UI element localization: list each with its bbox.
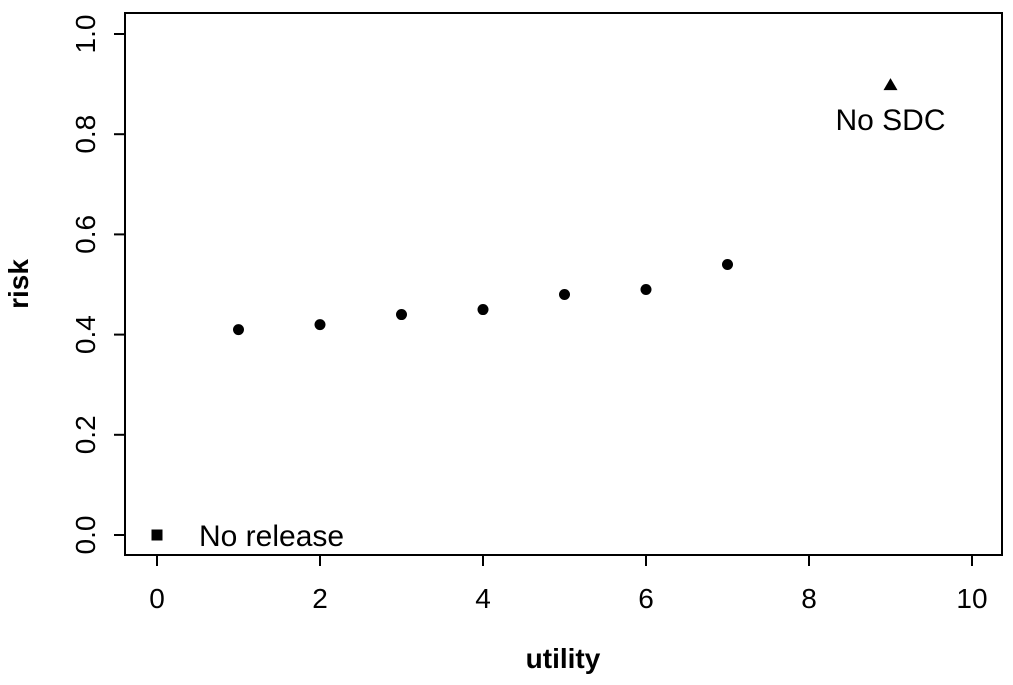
data-point <box>233 324 244 336</box>
data-points <box>151 78 898 541</box>
x-tick-label: 6 <box>638 583 654 614</box>
y-tick-label: 0.4 <box>70 315 101 354</box>
x-axis-label: utility <box>526 643 601 674</box>
x-tick-label: 2 <box>312 583 328 614</box>
data-point <box>559 289 570 301</box>
no-release-point <box>151 529 163 541</box>
annotations: No release No SDC <box>199 104 946 553</box>
data-point <box>396 309 407 321</box>
y-tick-label: 1.0 <box>70 15 101 54</box>
x-tick-label: 10 <box>956 583 987 614</box>
data-point <box>314 319 326 331</box>
data-point <box>477 304 489 316</box>
no-sdc-point <box>883 78 898 91</box>
no-release-label: No release <box>199 520 344 553</box>
y-tick-label: 0.0 <box>70 516 101 555</box>
data-point <box>640 284 652 296</box>
y-tick-label: 0.2 <box>70 415 101 454</box>
x-tick-label: 0 <box>149 583 165 614</box>
x-tick-label: 8 <box>801 583 817 614</box>
no-sdc-label: No SDC <box>835 104 945 137</box>
data-point <box>722 258 733 270</box>
x-axis: 0 2 4 6 8 10 <box>149 554 988 614</box>
x-tick-label: 4 <box>475 583 491 614</box>
plot-frame <box>124 12 1003 556</box>
y-tick-label: 0.6 <box>70 215 101 254</box>
y-tick-label: 0.8 <box>70 115 101 154</box>
y-axis: 0.0 0.2 0.4 0.6 0.8 1.0 <box>70 15 126 555</box>
y-axis-label: risk <box>3 259 34 309</box>
